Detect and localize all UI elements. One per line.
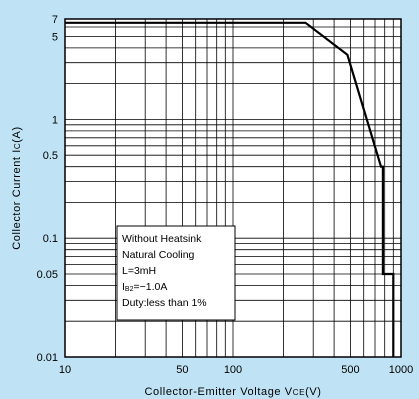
y-axis-title-sub: C <box>13 143 22 149</box>
x-axis-title-main: Collector-Emitter Voltage V <box>144 386 292 398</box>
y-axis-title-unit: (A) <box>11 126 23 142</box>
x-tick-label: 1000 <box>389 364 413 376</box>
y-tick-labels: 7 5 1 0.5 0.1 0.05 0.01 <box>37 14 58 364</box>
x-axis-title-unit: (V) <box>305 386 321 398</box>
x-tick-label: 100 <box>224 364 242 376</box>
x-axis-title-sub: CE <box>293 388 305 397</box>
x-tick-label: 10 <box>59 364 71 376</box>
y-tick-label: 5 <box>52 31 58 43</box>
conditions-box: Without Heatsink Natural Cooling L=3mH I… <box>116 225 236 321</box>
condition-line-4: IB2=−1.0A <box>122 281 167 293</box>
condition-line-3: L=3mH <box>122 265 156 277</box>
y-tick-label: 7 <box>52 14 58 26</box>
x-tick-label: 500 <box>341 364 359 376</box>
y-tick-label: 0.1 <box>43 233 58 245</box>
x-tick-label: 50 <box>176 364 188 376</box>
y-axis-title-main: Collector Current I <box>11 149 23 250</box>
y-tick-label: 1 <box>52 114 58 126</box>
series-line <box>65 21 395 357</box>
y-tick-label: 0.5 <box>43 150 58 162</box>
y-tick-label: 0.01 <box>37 352 58 364</box>
plot-border <box>64 18 402 358</box>
x-axis-title: Collector-Emitter Voltage VCE(V) <box>144 386 321 398</box>
condition-line-5: Duty:less than 1% <box>122 297 207 309</box>
x-tick-labels: 10 50 100 500 1000 <box>59 364 413 376</box>
condition-line-1: Without Heatsink <box>122 233 202 245</box>
y-axis-title: Collector Current IC(A) <box>11 126 23 250</box>
condition-line-2: Natural Cooling <box>122 249 195 261</box>
y-tick-label: 0.05 <box>37 269 58 281</box>
conditions-box-frame <box>116 225 236 321</box>
